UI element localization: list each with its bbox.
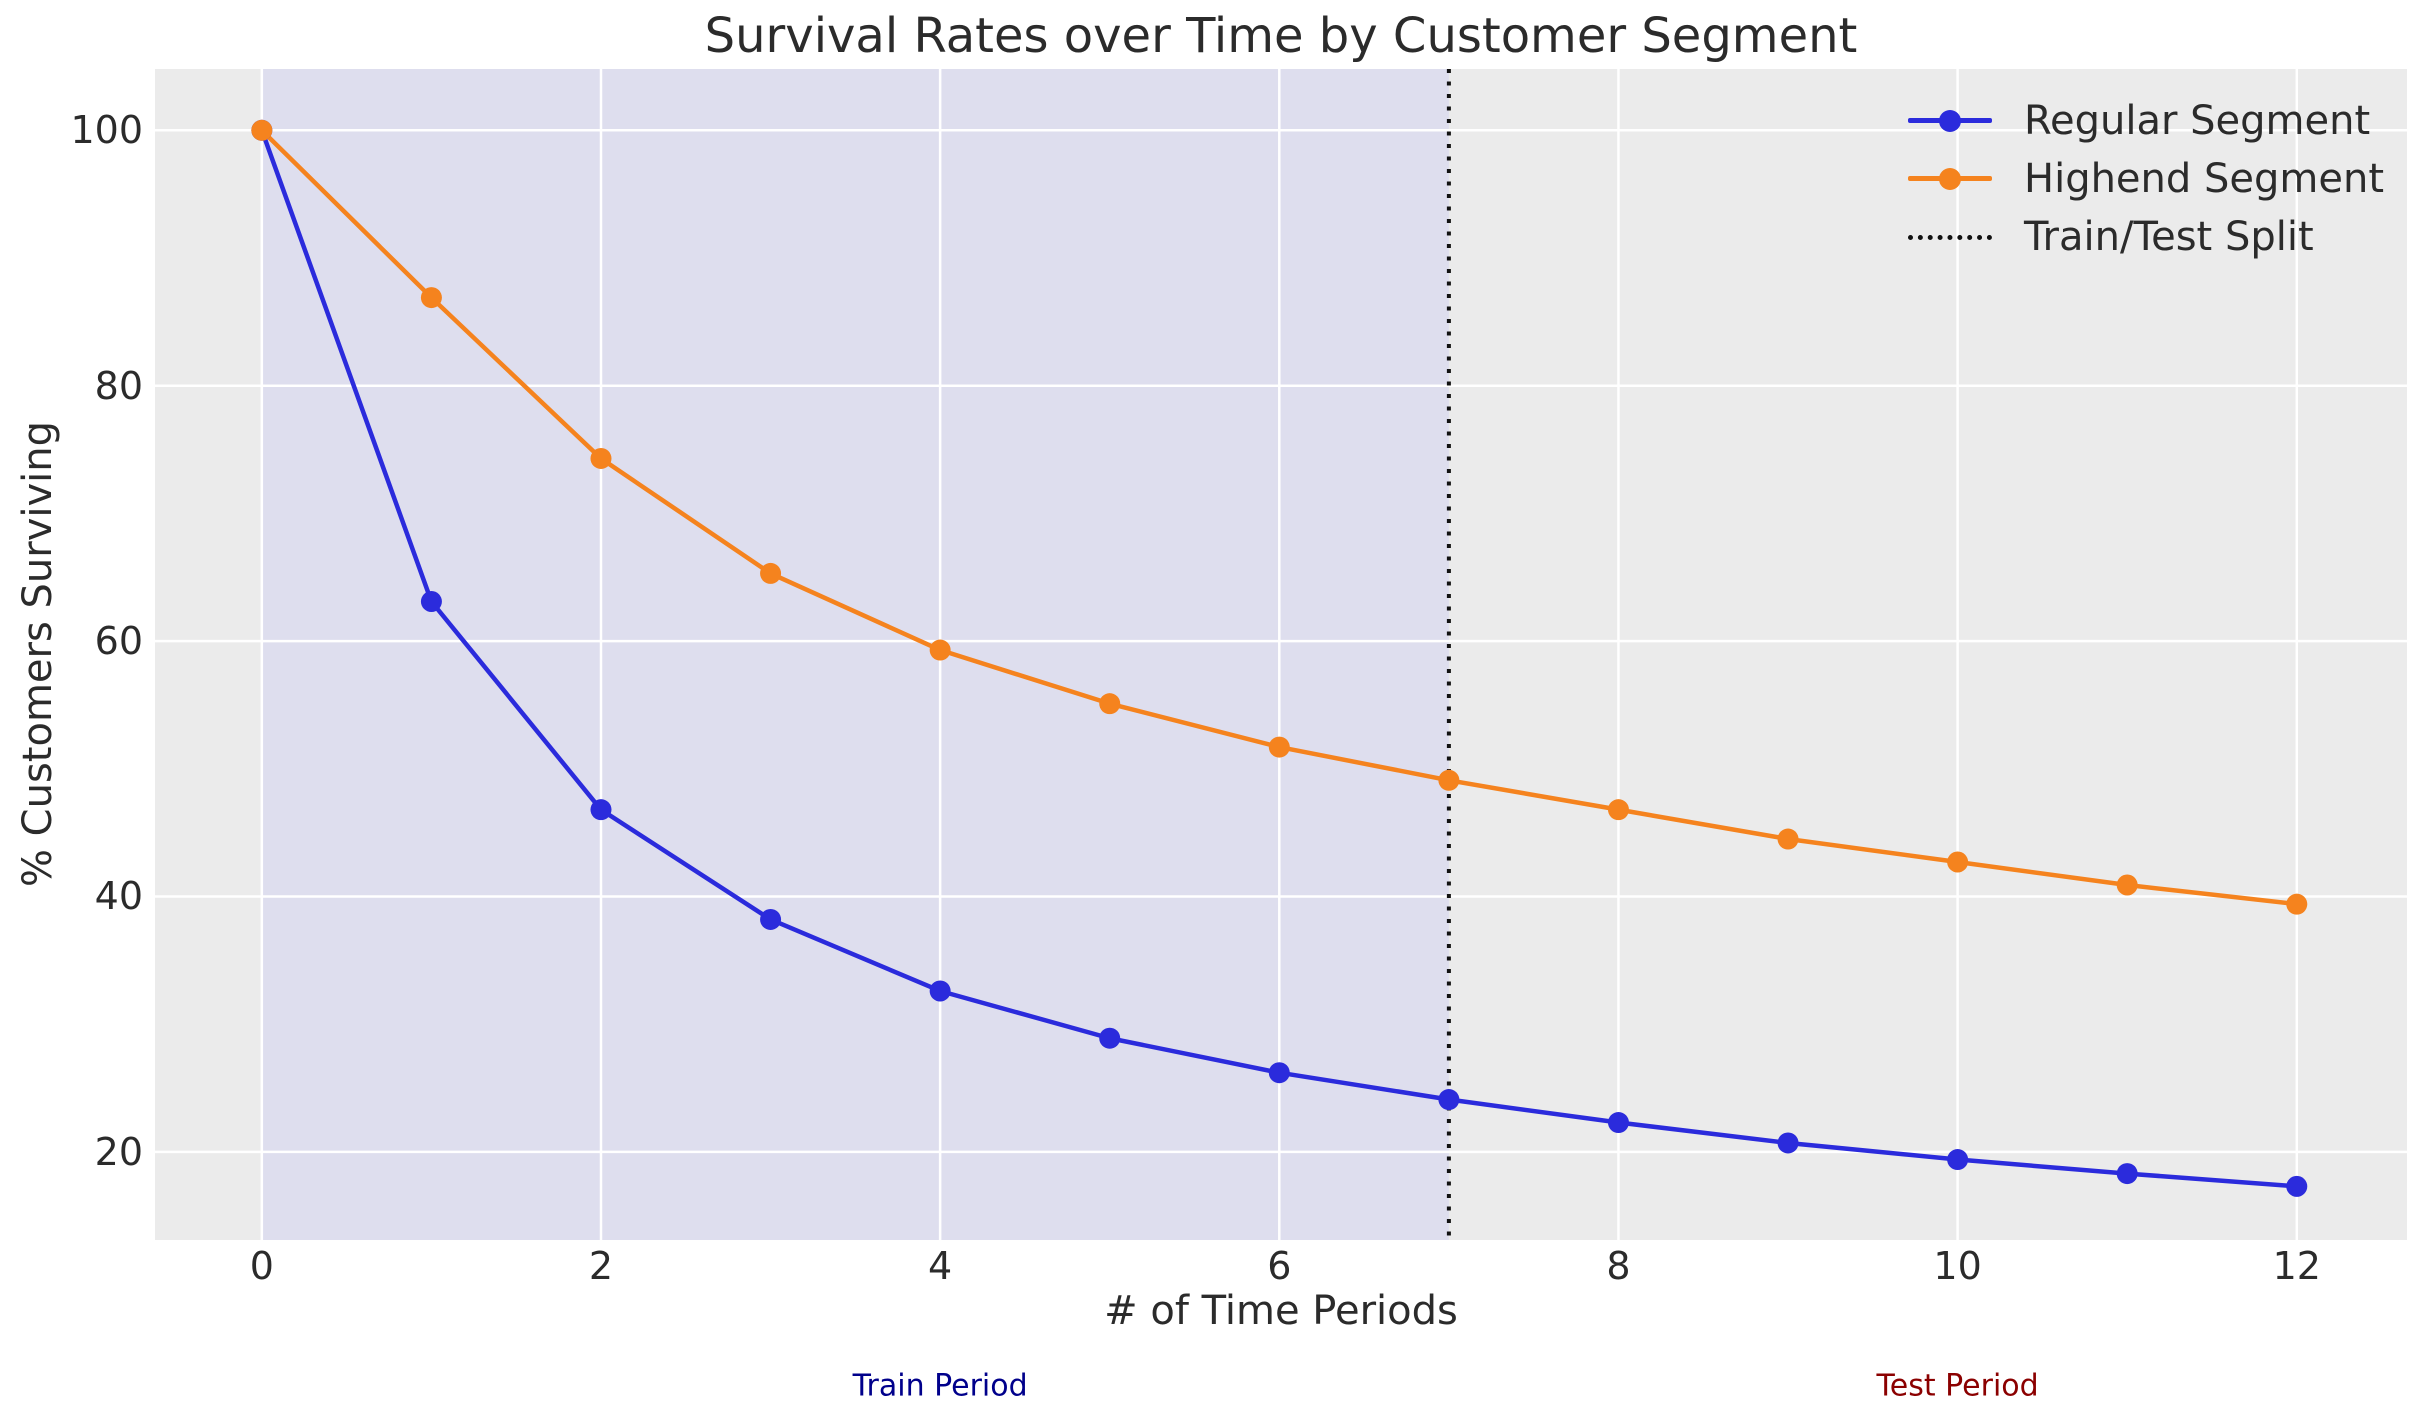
legend-item-regular: Regular Segment: [1908, 92, 2384, 150]
legend: Regular Segment Highend Segment Train/Te…: [1908, 92, 2384, 266]
y-tick-label: 20: [94, 1129, 143, 1174]
data-point-0: [2286, 1175, 2308, 1197]
data-point-0: [1777, 1132, 1799, 1154]
legend-label-highend: Highend Segment: [2024, 156, 2384, 202]
x-tick-label: 12: [2272, 1244, 2321, 1288]
legend-item-split: Train/Test Split: [1908, 208, 2384, 266]
legend-item-highend: Highend Segment: [1908, 150, 2384, 208]
x-tick-label: 8: [1606, 1244, 1631, 1288]
data-point-1: [1947, 851, 1969, 873]
legend-line-highend-icon: [1908, 168, 1992, 190]
data-point-0: [1438, 1089, 1460, 1111]
legend-dotted-line-icon: [1908, 234, 1992, 240]
data-point-1: [1777, 828, 1799, 850]
data-point-0: [590, 799, 612, 821]
x-tick-label: 6: [1267, 1244, 1292, 1288]
data-point-1: [929, 639, 951, 661]
y-tick-label: 60: [94, 619, 143, 664]
legend-line-regular-icon: [1908, 110, 1992, 132]
data-point-1: [760, 562, 782, 584]
data-point-1: [1438, 769, 1460, 791]
data-point-0: [1268, 1062, 1290, 1084]
x-axis-label: # of Time Periods: [1104, 1288, 1458, 1334]
data-point-1: [251, 119, 273, 141]
data-point-0: [1099, 1027, 1121, 1049]
test-period-annotation: Test Period: [1876, 1368, 2039, 1404]
y-tick-label: 100: [70, 108, 143, 153]
data-point-1: [420, 287, 442, 309]
data-point-0: [1947, 1149, 1969, 1171]
x-tick-label: 2: [588, 1244, 614, 1288]
data-point-1: [2116, 874, 2138, 896]
train-region-shading: [261, 69, 1449, 1240]
data-point-1: [1268, 736, 1290, 758]
data-point-0: [929, 980, 951, 1002]
train-period-annotation: Train Period: [852, 1368, 1028, 1404]
data-point-1: [2286, 893, 2308, 915]
y-tick-label: 40: [94, 874, 143, 919]
data-point-0: [2116, 1163, 2138, 1185]
x-tick-label: 10: [1933, 1244, 1982, 1288]
legend-label-regular: Regular Segment: [2024, 98, 2371, 144]
data-point-0: [1607, 1112, 1629, 1134]
data-point-0: [760, 908, 782, 930]
chart-title: Survival Rates over Time by Customer Seg…: [704, 8, 1858, 64]
data-point-0: [420, 591, 442, 613]
data-point-1: [590, 447, 612, 469]
legend-label-split: Train/Test Split: [2024, 214, 2314, 260]
data-point-1: [1607, 799, 1629, 821]
x-tick-label: 4: [928, 1244, 953, 1288]
x-tick-label: 0: [249, 1244, 274, 1288]
y-tick-label: 80: [94, 363, 143, 408]
data-point-1: [1099, 693, 1121, 715]
